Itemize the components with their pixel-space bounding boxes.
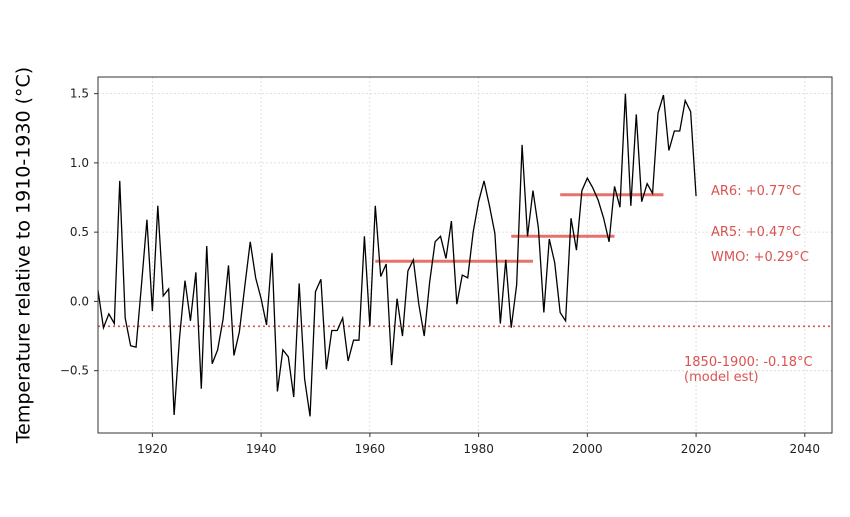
y-tick-label: 1.5 — [70, 87, 89, 101]
annotation-ar5: AR5: +0.47°C — [711, 225, 801, 240]
x-tick-label: 2020 — [681, 442, 712, 456]
annotation-baseline-note: (model est) — [684, 370, 759, 385]
grid-lines — [98, 77, 832, 433]
x-tick-label: 1940 — [246, 442, 277, 456]
x-axis-ticks: 1920 1940 1960 1980 2000 2020 2040 — [137, 433, 820, 456]
x-tick-label: 1920 — [137, 442, 168, 456]
x-tick-label: 2000 — [572, 442, 603, 456]
y-axis-ticks: −0.5 0.0 0.5 1.0 1.5 — [60, 87, 98, 378]
y-tick-label: 0.0 — [70, 294, 89, 308]
y-tick-label: −0.5 — [60, 364, 89, 378]
plot-frame — [97, 76, 833, 434]
y-tick-label: 0.5 — [70, 225, 89, 239]
x-tick-label: 2040 — [790, 442, 821, 456]
annotation-baseline: 1850-1900: -0.18°C — [684, 355, 813, 370]
x-tick-label: 1960 — [355, 442, 386, 456]
temperature-series-line — [97, 93, 697, 417]
y-tick-label: 1.0 — [70, 156, 89, 170]
y-axis-label: Temperature relative to 1910-1930 (°C) — [13, 67, 35, 444]
annotation-ar6: AR6: +0.77°C — [711, 184, 801, 199]
annotation-wmo: WMO: +0.29°C — [711, 250, 809, 265]
x-tick-label: 1980 — [463, 442, 494, 456]
